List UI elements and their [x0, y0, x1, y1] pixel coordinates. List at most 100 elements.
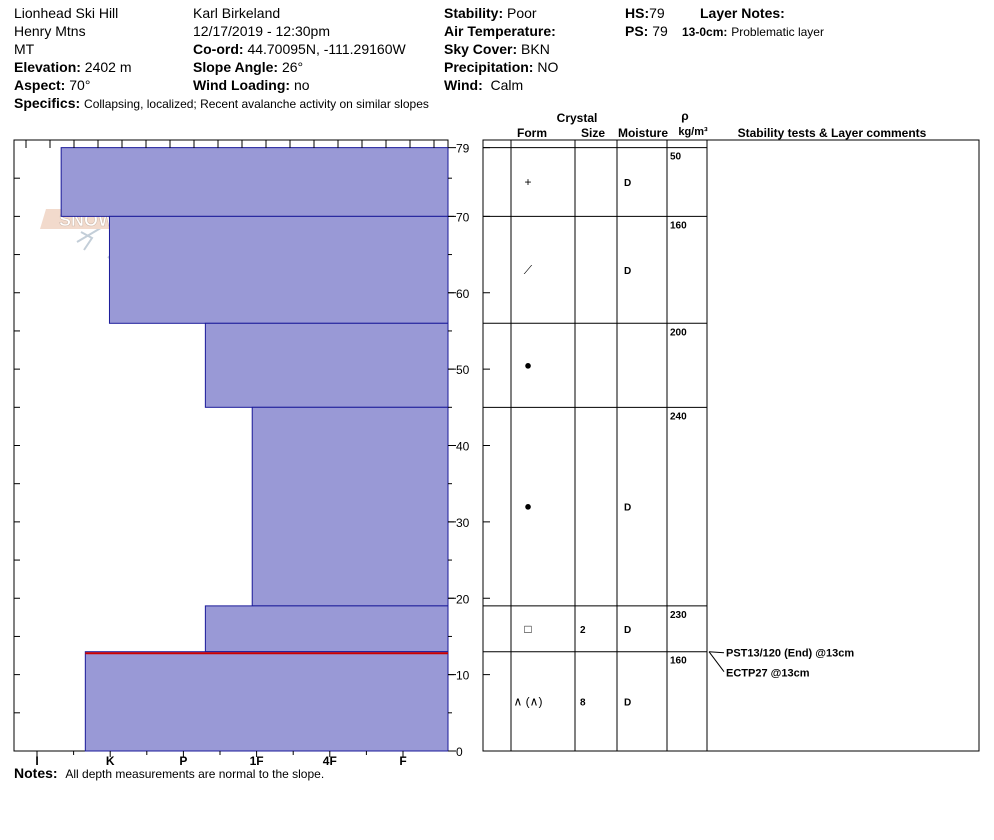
- hardness-bar-layer-4: [251, 406, 449, 607]
- moisture-1: D: [624, 178, 631, 189]
- aspect: Aspect: 70°: [14, 76, 90, 94]
- precip-value: NO: [537, 59, 559, 75]
- hardness-bar-layer-6: [84, 651, 449, 752]
- header-comments: Stability tests & Layer comments: [738, 126, 927, 140]
- hs-value: 79: [649, 5, 665, 21]
- grain-form-6: ∧ (∧): [514, 694, 543, 708]
- density-6: 160: [670, 656, 687, 667]
- hardness-label-K: K: [106, 754, 115, 768]
- stability-value: Poor: [507, 5, 537, 21]
- grain-form-4: ●: [524, 499, 532, 514]
- grain-form-3: ●: [524, 357, 532, 372]
- depth-label-79: 79: [456, 142, 470, 156]
- precipitation: Precipitation: NO: [444, 58, 558, 76]
- air-temperature: Air Temperature:: [444, 22, 556, 40]
- mountain-range: Henry Mtns: [14, 23, 86, 39]
- hs: HS:79: [625, 4, 665, 22]
- depth-label-0: 0: [456, 745, 463, 759]
- depth-label-10: 10: [456, 669, 470, 683]
- wind: Wind: Calm: [444, 76, 523, 94]
- grain-form-5: □: [524, 622, 531, 636]
- depth-label-70: 70: [456, 210, 470, 224]
- depth-label-40: 40: [456, 440, 470, 454]
- stability-test-leader-1: [708, 651, 725, 654]
- stability: Stability: Poor: [444, 4, 537, 22]
- ps: PS: 79: [625, 22, 668, 40]
- location: Lionhead Ski Hill: [14, 5, 119, 21]
- aspect-value: 70°: [69, 77, 91, 93]
- datetime: 12/17/2019 - 12:30pm: [193, 23, 330, 39]
- grain-form-1: +: [524, 175, 531, 189]
- wind-loading-label: Wind Loading:: [193, 77, 291, 93]
- state: MT: [14, 41, 35, 57]
- layer-note-text: Problematic layer: [731, 25, 824, 39]
- layer-notes-title: Layer Notes:: [700, 4, 785, 22]
- header-form: Form: [517, 126, 547, 140]
- hardness-label-1F: 1F: [250, 754, 264, 768]
- sky-label: Sky Cover:: [444, 41, 518, 57]
- slope-value: 26°: [281, 59, 304, 75]
- header-density-unit: kg/m³: [678, 126, 708, 138]
- stability-tests: PST13/120 (End) @13cm ECTP27 @13cm: [708, 648, 854, 680]
- stability-test-2: ECTP27 @13cm: [726, 668, 810, 680]
- header-rho: ρ: [681, 109, 688, 123]
- moisture-2: D: [624, 266, 631, 277]
- depth-label-50: 50: [456, 363, 470, 377]
- hardness-label-P: P: [179, 754, 187, 768]
- stability-test-1: PST13/120 (End) @13cm: [726, 648, 854, 660]
- precip-label: Precipitation:: [444, 59, 534, 75]
- wind-loading-value: no: [293, 77, 310, 93]
- density-4: 240: [670, 411, 687, 422]
- slope-angle: Slope Angle: 26°: [193, 58, 303, 76]
- layer-table-frame: [482, 139, 980, 752]
- hardness-label-I: I: [35, 754, 38, 768]
- hardness-bars: [60, 147, 449, 752]
- stability-test-leader-2: [708, 651, 725, 673]
- notes: Notes: All depth measurements are normal…: [14, 765, 324, 781]
- ps-value: 79: [652, 23, 668, 39]
- elevation-value: 2402 m: [84, 59, 132, 75]
- left-tick-marks: [14, 140, 435, 714]
- hardness-label-F: F: [399, 754, 406, 768]
- wind-loading: Wind Loading: no: [193, 76, 310, 94]
- specifics: Specifics: Collapsing, localized; Recent…: [14, 94, 429, 113]
- hardness-label-4F: 4F: [323, 754, 337, 768]
- specifics-label: Specifics:: [14, 95, 81, 111]
- depth-axis: 0 10 20 30 40 50 60 70 79: [448, 142, 490, 759]
- grain-size-6: 8: [580, 697, 586, 708]
- layer-table-rows: + D 50 ⟋ D 160 ● 200 ● D 240 □ 2 D 230 ∧ (∧) 8 D 160: [483, 147, 707, 708]
- table-headers: Crystal Form Size Moisture ρ kg/m³ Stabi…: [517, 109, 927, 140]
- moisture-5: D: [624, 625, 631, 636]
- hardness-bar-layer-2: [108, 215, 449, 324]
- header-size: Size: [581, 126, 605, 140]
- coord-label: Co-ord:: [193, 41, 244, 57]
- sky-value: BKN: [521, 41, 550, 57]
- hs-label: HS:: [625, 5, 650, 21]
- elevation-label: Elevation:: [14, 59, 81, 75]
- aspect-label: Aspect:: [14, 77, 66, 93]
- wind-label: Wind:: [444, 77, 483, 93]
- density-5: 230: [670, 610, 687, 621]
- layer-note-depth: 13-0cm:: [682, 25, 728, 39]
- ps-label: PS:: [625, 23, 649, 39]
- moisture-4: D: [624, 503, 631, 514]
- hardness-bar-layer-1: [60, 147, 449, 217]
- depth-label-30: 30: [456, 516, 470, 530]
- layer-notes-label: Layer Notes:: [700, 5, 785, 21]
- grain-size-5: 2: [580, 625, 586, 636]
- depth-label-60: 60: [456, 287, 470, 301]
- coord-value: 44.70095N, -111.29160W: [247, 41, 406, 57]
- notes-label: Notes:: [14, 765, 58, 781]
- density-1: 50: [670, 152, 682, 163]
- slope-label: Slope Angle:: [193, 59, 279, 75]
- header-crystal: Crystal: [557, 111, 598, 125]
- density-3: 200: [670, 327, 687, 338]
- coordinates: Co-ord: 44.70095N, -111.29160W: [193, 40, 406, 58]
- depth-label-20: 20: [456, 592, 470, 606]
- density-2: 160: [670, 220, 687, 231]
- specifics-value: Collapsing, localized; Recent avalanche …: [84, 97, 429, 111]
- air-temp-label: Air Temperature:: [444, 23, 556, 39]
- hardness-bar-layer-5: [204, 605, 449, 653]
- wind-value: Calm: [490, 77, 524, 93]
